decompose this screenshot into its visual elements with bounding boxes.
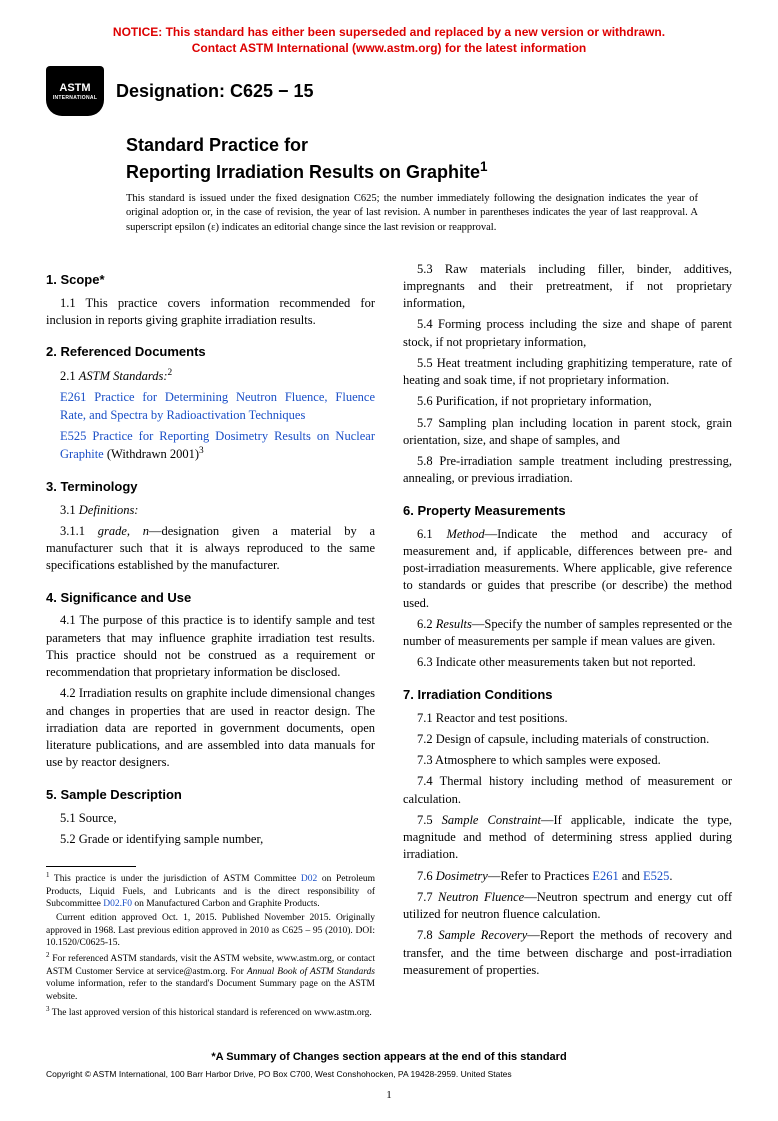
section-7-head: 7. Irradiation Conditions bbox=[403, 686, 732, 704]
para-6-1: 6.1 Method—Indicate the method and accur… bbox=[403, 526, 732, 612]
section-5-head: 5. Sample Description bbox=[46, 786, 375, 804]
section-4-head: 4. Significance and Use bbox=[46, 589, 375, 607]
para-1-1: 1.1 This practice covers information rec… bbox=[46, 295, 375, 330]
para-7-4: 7.4 Thermal history including method of … bbox=[403, 773, 732, 808]
footnotes: 1 This practice is under the jurisdictio… bbox=[46, 871, 375, 1019]
footnote-3: 3 The last approved version of this hist… bbox=[46, 1005, 375, 1020]
ref-e525: E525 Practice for Reporting Dosimetry Re… bbox=[60, 428, 375, 464]
para-5-5: 5.5 Heat treatment including graphitizin… bbox=[403, 355, 732, 390]
para-6-2: 6.2 Results—Specify the number of sample… bbox=[403, 616, 732, 651]
column-left: 1. Scope* 1.1 This practice covers infor… bbox=[46, 257, 375, 1022]
column-right: 5.3 Raw materials including filler, bind… bbox=[403, 257, 732, 1022]
footnote-1-edition: Current edition approved Oct. 1, 2015. P… bbox=[46, 912, 375, 949]
footnote-1: 1 This practice is under the jurisdictio… bbox=[46, 871, 375, 910]
section-2-head: 2. Referenced Documents bbox=[46, 343, 375, 361]
section-3-head: 3. Terminology bbox=[46, 478, 375, 496]
para-7-2: 7.2 Design of capsule, including materia… bbox=[403, 731, 732, 748]
para-4-1: 4.1 The purpose of this practice is to i… bbox=[46, 612, 375, 681]
para-7-6: 7.6 Dosimetry—Refer to Practices E261 an… bbox=[403, 868, 732, 885]
para-7-5: 7.5 Sample Constraint—If applicable, ind… bbox=[403, 812, 732, 864]
footnote-2: 2 For referenced ASTM standards, visit t… bbox=[46, 951, 375, 1003]
para-2-1: 2.1 ASTM Standards:2 bbox=[46, 367, 375, 385]
title-line1: Standard Practice for bbox=[126, 135, 308, 155]
logo-subtext: INTERNATIONAL bbox=[53, 95, 97, 101]
title-line2: Reporting Irradiation Results on Graphit… bbox=[126, 162, 480, 182]
para-7-3: 7.3 Atmosphere to which samples were exp… bbox=[403, 752, 732, 769]
section-6-head: 6. Property Measurements bbox=[403, 502, 732, 520]
para-7-8: 7.8 Sample Recovery—Report the methods o… bbox=[403, 927, 732, 979]
link-e525[interactable]: E525 bbox=[60, 429, 86, 443]
para-6-3: 6.3 Indicate other measurements taken bu… bbox=[403, 654, 732, 671]
ref-e261: E261 Practice for Determining Neutron Fl… bbox=[60, 389, 375, 424]
link-e525-body[interactable]: E525 bbox=[643, 869, 669, 883]
para-4-2: 4.2 Irradiation results on graphite incl… bbox=[46, 685, 375, 771]
link-e261[interactable]: E261 bbox=[60, 390, 86, 404]
para-7-7: 7.7 Neutron Fluence—Neutron spectrum and… bbox=[403, 889, 732, 924]
astm-logo: ASTM INTERNATIONAL bbox=[46, 66, 104, 116]
issuance-note: This standard is issued under the fixed … bbox=[126, 192, 698, 235]
designation: Designation: C625 − 15 bbox=[116, 81, 314, 102]
link-d02f0[interactable]: D02.F0 bbox=[103, 899, 132, 909]
para-5-1: 5.1 Source, bbox=[46, 810, 375, 827]
para-5-8: 5.8 Pre-irradiation sample treatment inc… bbox=[403, 453, 732, 488]
header-row: ASTM INTERNATIONAL Designation: C625 − 1… bbox=[46, 66, 732, 116]
link-d02[interactable]: D02 bbox=[301, 874, 317, 884]
notice-line1: NOTICE: This standard has either been su… bbox=[113, 25, 665, 39]
para-3-1-1: 3.1.1 grade, n—designation given a mater… bbox=[46, 523, 375, 575]
copyright: Copyright © ASTM International, 100 Barr… bbox=[46, 1069, 732, 1079]
columns: 1. Scope* 1.1 This practice covers infor… bbox=[46, 257, 732, 1022]
title-footnote-ref: 1 bbox=[480, 159, 488, 174]
para-5-4: 5.4 Forming process including the size a… bbox=[403, 316, 732, 351]
section-1-head: 1. Scope* bbox=[46, 271, 375, 289]
document-title: Standard Practice for Reporting Irradiat… bbox=[126, 134, 732, 184]
link-e261-body[interactable]: E261 bbox=[592, 869, 618, 883]
logo-text: ASTM bbox=[59, 82, 90, 94]
page-number: 1 bbox=[46, 1089, 732, 1101]
notice-banner: NOTICE: This standard has either been su… bbox=[46, 24, 732, 56]
para-5-3: 5.3 Raw materials including filler, bind… bbox=[403, 261, 732, 313]
para-3-1: 3.1 Definitions: bbox=[46, 502, 375, 519]
notice-line2: Contact ASTM International (www.astm.org… bbox=[192, 41, 586, 55]
summary-of-changes-note: *A Summary of Changes section appears at… bbox=[46, 1051, 732, 1063]
para-7-1: 7.1 Reactor and test positions. bbox=[403, 710, 732, 727]
footnote-rule bbox=[46, 866, 136, 867]
para-5-6: 5.6 Purification, if not proprietary inf… bbox=[403, 393, 732, 410]
page: NOTICE: This standard has either been su… bbox=[0, 0, 778, 1121]
para-5-2: 5.2 Grade or identifying sample number, bbox=[46, 831, 375, 848]
para-5-7: 5.7 Sampling plan including location in … bbox=[403, 415, 732, 450]
